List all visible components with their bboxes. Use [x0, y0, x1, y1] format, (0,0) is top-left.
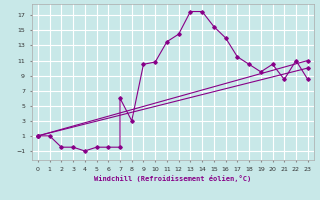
X-axis label: Windchill (Refroidissement éolien,°C): Windchill (Refroidissement éolien,°C) [94, 175, 252, 182]
